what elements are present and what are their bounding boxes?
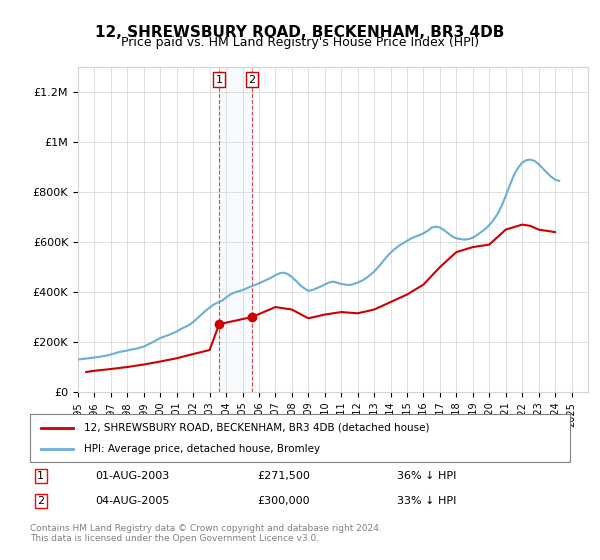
- Text: Price paid vs. HM Land Registry's House Price Index (HPI): Price paid vs. HM Land Registry's House …: [121, 36, 479, 49]
- Text: 01-AUG-2003: 01-AUG-2003: [95, 471, 169, 481]
- Text: 2: 2: [37, 496, 44, 506]
- Text: 2: 2: [248, 74, 256, 85]
- Text: £271,500: £271,500: [257, 471, 310, 481]
- Text: 12, SHREWSBURY ROAD, BECKENHAM, BR3 4DB (detached house): 12, SHREWSBURY ROAD, BECKENHAM, BR3 4DB …: [84, 423, 430, 433]
- Text: 1: 1: [37, 471, 44, 481]
- Text: HPI: Average price, detached house, Bromley: HPI: Average price, detached house, Brom…: [84, 444, 320, 454]
- Text: 1: 1: [215, 74, 223, 85]
- Text: Contains HM Land Registry data © Crown copyright and database right 2024.
This d: Contains HM Land Registry data © Crown c…: [30, 524, 382, 543]
- Text: £300,000: £300,000: [257, 496, 310, 506]
- FancyBboxPatch shape: [30, 414, 570, 462]
- Text: 33% ↓ HPI: 33% ↓ HPI: [397, 496, 457, 506]
- Text: 36% ↓ HPI: 36% ↓ HPI: [397, 471, 457, 481]
- Text: 12, SHREWSBURY ROAD, BECKENHAM, BR3 4DB: 12, SHREWSBURY ROAD, BECKENHAM, BR3 4DB: [95, 25, 505, 40]
- Text: 04-AUG-2005: 04-AUG-2005: [95, 496, 169, 506]
- Bar: [219, 67, 252, 392]
